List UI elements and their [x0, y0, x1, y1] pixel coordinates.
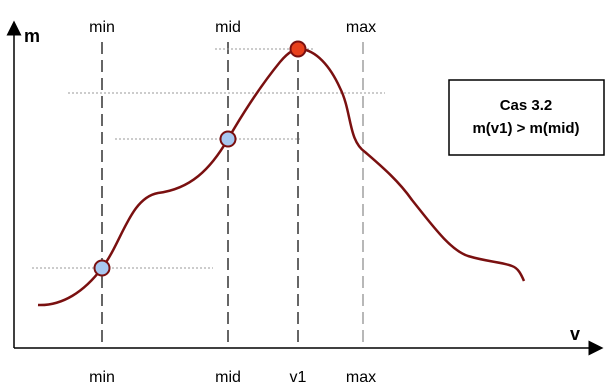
- v1-peak-point: [289, 40, 307, 58]
- min-top-label: min: [89, 19, 115, 36]
- mid-top-label: mid: [215, 19, 241, 36]
- case-box-condition: m(v1) > m(mid): [472, 120, 579, 137]
- min-point: [93, 259, 111, 277]
- v1-bottom-label: v1: [290, 369, 307, 386]
- mid-point: [219, 130, 237, 148]
- m-curve: [37, 47, 526, 307]
- x-axis-label: v: [570, 324, 580, 344]
- max-bottom-label: max: [346, 369, 376, 386]
- min-bottom-label: min: [89, 369, 115, 386]
- case-box-title: Cas 3.2: [500, 97, 553, 114]
- max-top-label: max: [346, 19, 376, 36]
- case-box: Cas 3.2 m(v1) > m(mid): [448, 79, 605, 156]
- y-axis-label: m: [24, 26, 40, 46]
- case-box-frame: [448, 79, 605, 156]
- mid-bottom-label: mid: [215, 369, 241, 386]
